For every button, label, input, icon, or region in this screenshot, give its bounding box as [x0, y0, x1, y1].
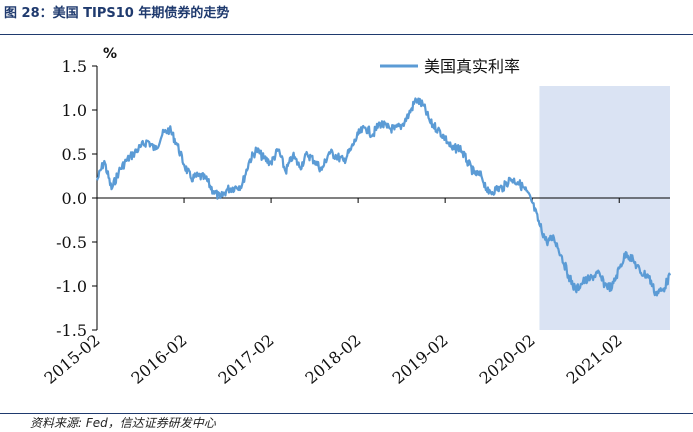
x-ticks: 2015-02 2016-02 2017-02 2018-02 2019-02 2020-…	[40, 198, 626, 388]
y-tick-label: -1.0	[56, 277, 87, 296]
legend: 美国真实利率	[380, 57, 520, 76]
y-tick-label: -0.5	[56, 233, 87, 252]
source-note: 资料来源: Fed，信达证券研发中心	[30, 416, 216, 430]
x-tick-label: 2018-02	[302, 331, 365, 388]
y-ticks: -1.5 -1.0 -0.5 0.0 0.5 1.0 1.5	[56, 57, 97, 340]
y-unit-label: %	[103, 46, 117, 62]
x-tick-label: 2021-02	[563, 331, 626, 388]
x-tick-label: 2019-02	[389, 331, 452, 388]
legend-label: 美国真实利率	[424, 57, 520, 76]
title-rule	[0, 34, 693, 35]
figure-title: 图 28：美国 TIPS10 年期债券的走势	[4, 6, 230, 21]
y-tick-label: 0.0	[62, 189, 87, 208]
shaded-period-band	[539, 86, 670, 330]
y-tick-label: 0.5	[62, 145, 87, 164]
x-tick-label: 2017-02	[215, 331, 278, 388]
series-line-real-rate	[95, 97, 672, 297]
y-tick-label: 1.5	[62, 57, 87, 76]
bottom-rule	[0, 413, 693, 414]
x-tick-label: 2020-02	[476, 331, 539, 388]
x-tick-label: 2016-02	[127, 331, 190, 388]
y-tick-label: -1.5	[56, 321, 87, 340]
y-tick-label: 1.0	[62, 101, 87, 120]
